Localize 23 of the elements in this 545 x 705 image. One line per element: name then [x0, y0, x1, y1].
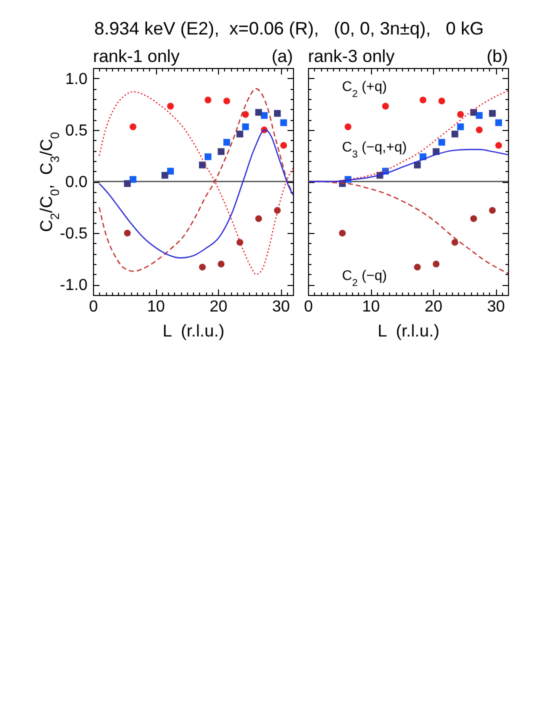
- x-axis-title: L (r.l.u.): [162, 322, 224, 340]
- x-axis-title: L (r.l.u.): [378, 322, 440, 340]
- x-tick-label: 30: [272, 298, 290, 316]
- y-tick-label: -1.0: [60, 277, 88, 294]
- chart-subtitle: rank-1 only: [93, 46, 180, 66]
- x-tick-label: 0: [89, 298, 98, 316]
- chart-subtitle: rank-3 only: [308, 46, 395, 66]
- annotation: C$_{3}$ (−q,+q): [342, 138, 407, 160]
- text: (a): [272, 46, 293, 66]
- x-tick-label: 10: [147, 298, 165, 316]
- annotation: C$_{2}$ (+q): [342, 78, 387, 100]
- annotation: C$_{2}$ (−q): [342, 267, 387, 288]
- text: (b): [486, 46, 508, 66]
- x-tick-label: 20: [210, 298, 228, 316]
- x-tick-label: 20: [424, 298, 442, 316]
- y-tick-label: 0.0: [65, 174, 88, 191]
- y-tick-label: -0.5: [60, 226, 88, 243]
- x-tick-label: 10: [362, 298, 380, 316]
- y-tick-label: 0.5: [65, 122, 88, 140]
- y-tick-label: 1.0: [65, 70, 88, 88]
- x-tick-label: 30: [487, 298, 505, 316]
- chart-title: 8.934 keV (E2), x=0.06 (R), (0, 0, 3n±q), 0 kG: [94, 18, 484, 38]
- x-tick-label: 0: [304, 298, 314, 316]
